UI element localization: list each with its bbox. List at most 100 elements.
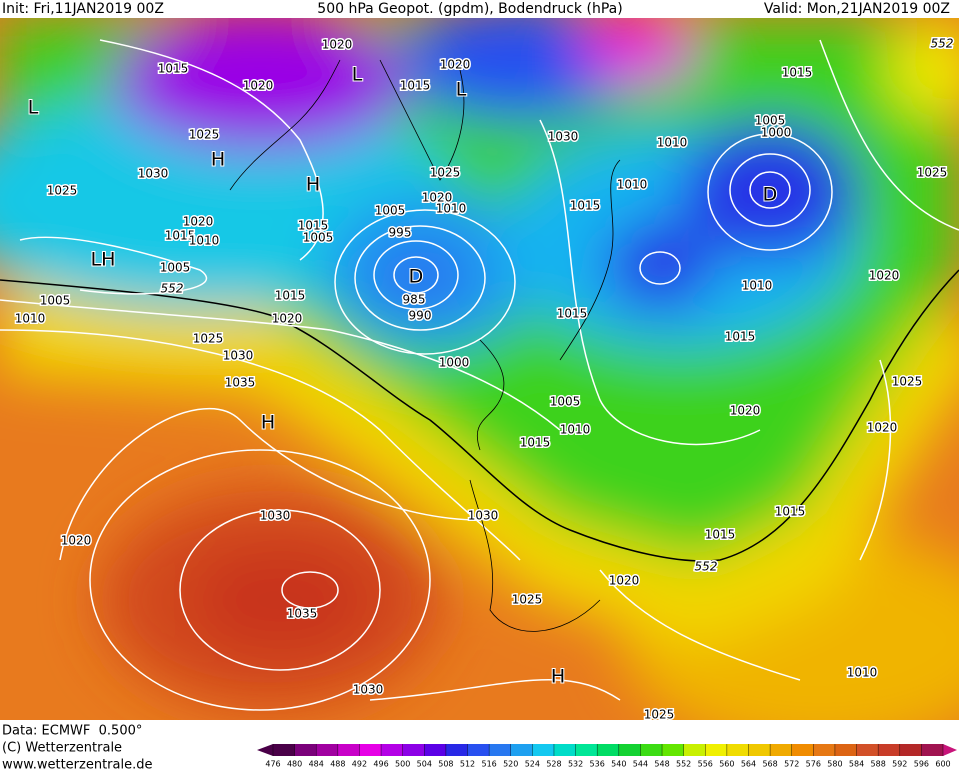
isobar-label: 1025 xyxy=(193,332,224,346)
isobar-label: 1015 xyxy=(775,505,806,519)
isobar-label: 1025 xyxy=(917,166,948,180)
colorbar-swatch xyxy=(402,744,425,756)
isobar-label: 1015 xyxy=(520,436,551,450)
isobar-label: 1025 xyxy=(644,708,675,722)
colorbar-start-arrow xyxy=(257,744,273,756)
pressure-center: H xyxy=(211,149,225,171)
isobar-label: 1010 xyxy=(742,279,773,293)
pressure-center: LH xyxy=(91,249,116,271)
colorbar-tick-label: 488 xyxy=(330,760,345,769)
height-label: 552 xyxy=(931,37,954,51)
colorbar-swatch xyxy=(770,744,793,756)
isobar-label: 1015 xyxy=(775,505,806,519)
isobar-label: 1035 xyxy=(225,376,256,390)
isobar-label: 1020 xyxy=(609,574,640,588)
colorbar-swatch xyxy=(748,744,771,756)
colorbar-tick-label: 524 xyxy=(525,760,540,769)
height-label: 552 xyxy=(695,560,718,574)
isobar-label: 1005 xyxy=(375,204,406,218)
website: www.wetterzentrale.de xyxy=(2,758,152,770)
isobar-label: 985 xyxy=(403,293,426,307)
colorbar-tick-label: 532 xyxy=(568,760,583,769)
colorbar-tick-label: 552 xyxy=(676,760,691,769)
colorbar-tick-label: 540 xyxy=(611,760,626,769)
copyright: (C) Wetterzentrale xyxy=(2,741,122,756)
colorbar-swatch xyxy=(445,744,469,756)
colorbar-tick-label: 584 xyxy=(849,760,864,769)
isobar-label: 1020 xyxy=(183,215,214,229)
colorbar-swatch xyxy=(510,744,533,756)
colorbar-swatch xyxy=(705,744,728,756)
isobar-label: 1020 xyxy=(730,404,761,418)
colorbar-swatch xyxy=(381,744,404,756)
colorbar-swatch xyxy=(618,744,641,756)
colorbar-swatch xyxy=(597,744,620,756)
isobar-label: 1020 xyxy=(243,79,274,93)
colorbar-tick-label: 528 xyxy=(546,760,561,769)
isobar-label: 1025 xyxy=(430,166,461,180)
isobar-label: 1010 xyxy=(436,202,467,216)
isobar-label: 1030 xyxy=(138,167,169,181)
colorbar-swatch xyxy=(813,744,836,756)
isobar-label: 995 xyxy=(389,226,412,240)
colorbar-swatch xyxy=(921,744,944,756)
isobar-label: 1020 xyxy=(867,421,898,435)
colorbar-tick-label: 588 xyxy=(871,760,886,769)
isobar-label: 1025 xyxy=(512,593,543,607)
colorbar-tick-label: 500 xyxy=(395,760,410,769)
map-field xyxy=(0,18,959,720)
isobar-label: 990 xyxy=(409,309,432,323)
pressure-center: H xyxy=(551,666,565,688)
valid-time: Valid: Mon,21JAN2019 00Z xyxy=(764,1,950,17)
colorbar-tick-label: 512 xyxy=(460,760,475,769)
colorbar-swatch xyxy=(791,744,814,756)
isobar-label: 1030 xyxy=(353,683,384,697)
colorbar-tick-label: 520 xyxy=(503,760,518,769)
colorbar-swatch xyxy=(662,744,685,756)
isobar-label: 1015 xyxy=(725,330,756,344)
isobar-label: 1010 xyxy=(15,312,46,326)
colorbar-tick-label: 596 xyxy=(914,760,929,769)
isobar-label: 1020 xyxy=(440,58,471,72)
isobar-label: 1020 xyxy=(869,269,900,283)
isobar-label: 1035 xyxy=(287,607,318,621)
colorbar-swatch xyxy=(489,744,512,756)
isobar-label: 1005 xyxy=(160,261,191,275)
colorbar-tick-label: 564 xyxy=(741,760,756,769)
isobar-label: 1015 xyxy=(158,62,189,76)
colorbar-swatch xyxy=(359,744,382,756)
isobar-label: 1015 xyxy=(557,307,588,321)
colorbar-tick-label: 572 xyxy=(784,760,799,769)
colorbar-tick-label: 516 xyxy=(481,760,496,769)
colorbar-tick-label: 592 xyxy=(892,760,907,769)
colorbar-swatch xyxy=(294,744,317,756)
colorbar-swatch xyxy=(899,744,922,756)
pressure-center: D xyxy=(763,184,778,206)
colorbar-tick-label: 568 xyxy=(762,760,777,769)
colorbar-tick-label: 548 xyxy=(654,760,669,769)
isobar-label: 1010 xyxy=(657,136,688,150)
pressure-center: L xyxy=(352,64,363,86)
isobar-label: 1025 xyxy=(892,375,923,389)
pressure-center: L xyxy=(28,97,39,119)
colorbar-swatch xyxy=(553,744,577,756)
isobar-label: 1005 xyxy=(40,294,71,308)
colorbar-tick-label: 536 xyxy=(590,760,605,769)
colorbar-tick-label: 476 xyxy=(265,760,280,769)
colorbar-tick-label: 556 xyxy=(698,760,713,769)
isobar-label: 1010 xyxy=(189,234,220,248)
header-bar xyxy=(0,0,959,18)
isobar-label: 1005 xyxy=(303,231,334,245)
colorbar-tick-label: 544 xyxy=(633,760,648,769)
isobars xyxy=(0,39,959,711)
pressure-center: H xyxy=(261,412,275,434)
colorbar-swatch xyxy=(856,744,879,756)
colorbar-tick-label: 508 xyxy=(438,760,453,769)
colorbar-tick-label: 576 xyxy=(806,760,821,769)
isobar-label: 1015 xyxy=(275,289,306,303)
overlay: 1020 1015 1020 1015 1020 1025 1030 1025 1025 1020… xyxy=(13,35,957,769)
isobar-label: 1010 xyxy=(617,178,648,192)
pressure-center: L xyxy=(456,79,467,101)
colorbar-swatch xyxy=(467,744,490,756)
coastlines xyxy=(229,59,621,632)
